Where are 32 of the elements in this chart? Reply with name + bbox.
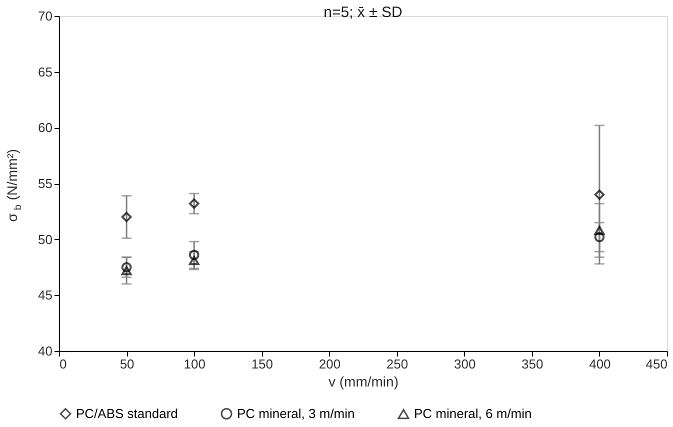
- point: [188, 250, 200, 260]
- y-tick-label: 50: [38, 232, 52, 247]
- x-tick-label: 300: [454, 356, 476, 372]
- x-axis-title: v (mm/min): [328, 374, 398, 390]
- point: [594, 189, 605, 200]
- y-tick-label: 60: [38, 120, 52, 136]
- legend-label: PC mineral, 3 m/min: [237, 406, 355, 421]
- point: [188, 256, 200, 266]
- point: [594, 232, 605, 242]
- x-tick-label: 200: [318, 356, 341, 372]
- x-tick-label: 0: [60, 356, 67, 372]
- legend-label: PC/ABS standard: [76, 406, 178, 421]
- y-tick-label: 45: [38, 288, 52, 303]
- point: [188, 198, 200, 209]
- point: [121, 262, 132, 272]
- x-tick-label: 250: [386, 356, 408, 372]
- x-tick-label: 350: [522, 356, 544, 372]
- point: [594, 226, 605, 236]
- x-tick-label: 50: [120, 356, 134, 372]
- y-tick-label: 40: [38, 344, 52, 358]
- y-tick-label: 70: [38, 8, 52, 24]
- x-tick-label: 450: [646, 356, 668, 372]
- x-tick-label: 150: [251, 356, 274, 372]
- x-tick-label: 100: [184, 356, 206, 372]
- x-tick-label: 400: [589, 356, 611, 372]
- chart-title: n=5; x̄ ± SD: [324, 4, 403, 21]
- point: [121, 212, 132, 222]
- y-tick-label: 65: [38, 64, 52, 80]
- legend-label: PC mineral, 6 m/min: [414, 406, 532, 422]
- point: [121, 266, 132, 276]
- y-axis-title: σb (N/mm²): [4, 148, 24, 222]
- y-tick-label: 55: [38, 176, 52, 191]
